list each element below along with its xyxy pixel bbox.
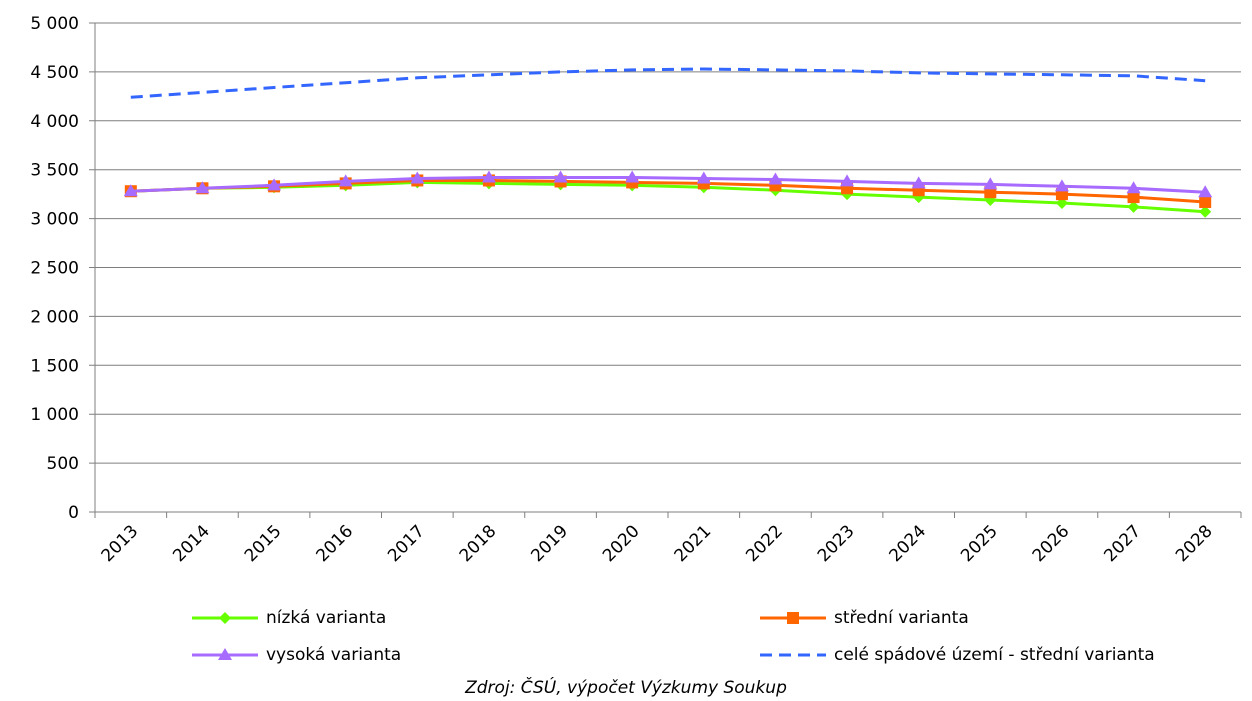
- x-tick-label: 2019: [527, 521, 572, 566]
- y-tick-label: 0: [68, 503, 79, 523]
- legend-marker-total: [760, 653, 826, 657]
- data-point-2: [983, 177, 998, 190]
- legend-item-high: vysoká varianta: [190, 645, 401, 665]
- data-point-2: [123, 184, 138, 197]
- legend-label-high: vysoká varianta: [266, 645, 402, 665]
- x-tick-label: 2014: [169, 521, 214, 566]
- legend-label-medium: střední varianta: [834, 608, 969, 628]
- legend-label-low: nízká varianta: [266, 608, 387, 628]
- data-point-0: [1127, 200, 1140, 213]
- data-point-2: [840, 174, 855, 187]
- x-tick-label: 2020: [599, 521, 644, 566]
- data-point-2: [410, 171, 425, 184]
- legend-point-2: [218, 648, 232, 660]
- x-tick-label: 2013: [98, 521, 143, 566]
- y-tick-label: 2 500: [30, 259, 79, 279]
- data-point-2: [911, 176, 926, 189]
- x-tick-label: 2024: [885, 521, 930, 566]
- y-axis: 0 500 1 000 1 500 2 000 2 500 3 000 3 500 4 000 4…: [30, 14, 79, 523]
- x-tick-label: 2018: [456, 521, 501, 566]
- y-tick-label: 3 500: [30, 161, 79, 181]
- grid-lines: [89, 22, 1241, 513]
- x-tick-label: 2021: [671, 521, 716, 566]
- data-point-2: [1126, 181, 1141, 194]
- legend-point-1: [787, 612, 799, 624]
- legend-marker-high: [192, 648, 258, 660]
- x-tick-label: 2015: [241, 521, 286, 566]
- x-axis: 2013 2014 2015 2016 2017 2018 2019 2020 2021 2022…: [94, 512, 1242, 566]
- series-line-3: [130, 67, 1206, 99]
- data-point-2: [267, 178, 282, 191]
- legend-point-0: [219, 612, 231, 624]
- data-point-2: [696, 171, 711, 184]
- data-point-2: [625, 170, 640, 183]
- x-tick-label: 2027: [1100, 521, 1145, 566]
- x-tick-label: 2025: [957, 521, 1002, 566]
- legend-label-total: celé spádové území - střední varianta: [834, 645, 1155, 665]
- x-tick-label: 2026: [1029, 521, 1074, 566]
- y-tick-label: 1 500: [30, 356, 79, 376]
- y-tick-label: 500: [47, 454, 79, 474]
- data-point-2: [195, 181, 210, 194]
- x-tick-label: 2028: [1172, 521, 1217, 566]
- data-point-1: [1199, 195, 1212, 208]
- legend-marker-medium: [760, 612, 826, 624]
- source-note: Zdroj: ČSÚ, výpočet Výzkumy Soukup: [465, 678, 787, 698]
- data-point-2: [553, 170, 568, 183]
- data-point-1: [1127, 191, 1140, 204]
- data-point-2: [768, 172, 783, 185]
- series-group: [123, 67, 1213, 218]
- y-tick-label: 3 000: [30, 210, 79, 230]
- data-point-2: [481, 170, 496, 183]
- y-tick-label: 5 000: [30, 14, 79, 34]
- y-tick-label: 4 500: [30, 63, 79, 83]
- data-point-2: [338, 174, 353, 187]
- x-tick-label: 2023: [814, 521, 859, 566]
- legend-item-low: nízká varianta: [190, 608, 386, 628]
- data-point-2: [1054, 179, 1069, 192]
- y-tick-label: 2 000: [30, 307, 79, 327]
- legend-item-total: celé spádové území - střední varianta: [758, 645, 1155, 665]
- x-tick-label: 2022: [742, 521, 787, 566]
- legend-marker-low: [192, 612, 258, 624]
- series-line-2: [130, 176, 1206, 194]
- data-point-0: [1199, 205, 1212, 218]
- x-tick-label: 2017: [384, 521, 429, 566]
- y-tick-label: 1 000: [30, 405, 79, 425]
- legend-item-medium: střední varianta: [758, 608, 969, 628]
- data-point-2: [1198, 185, 1213, 198]
- x-tick-label: 2016: [312, 521, 357, 566]
- y-tick-label: 4 000: [30, 112, 79, 132]
